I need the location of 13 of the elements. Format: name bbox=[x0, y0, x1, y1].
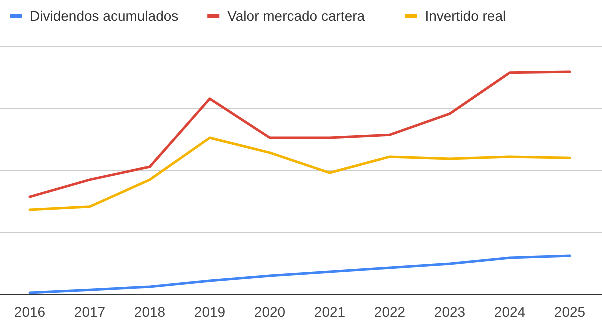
x-tick-label: 2018 bbox=[134, 304, 166, 320]
x-tick-label: 2025 bbox=[554, 304, 586, 320]
x-tick-label: 2016 bbox=[14, 304, 46, 320]
x-tick-label: 2019 bbox=[194, 304, 226, 320]
x-tick-label: 2024 bbox=[494, 304, 526, 320]
x-tick-label: 2020 bbox=[254, 304, 286, 320]
x-tick-label: 2023 bbox=[434, 304, 466, 320]
x-tick-label: 2021 bbox=[314, 304, 346, 320]
x-tick-label: 2017 bbox=[74, 304, 106, 320]
legend-label: Invertido real bbox=[425, 8, 506, 24]
x-tick-label: 2022 bbox=[374, 304, 406, 320]
legend-label: Dividendos acumulados bbox=[30, 8, 179, 24]
legend-label: Valor mercado cartera bbox=[228, 8, 366, 24]
